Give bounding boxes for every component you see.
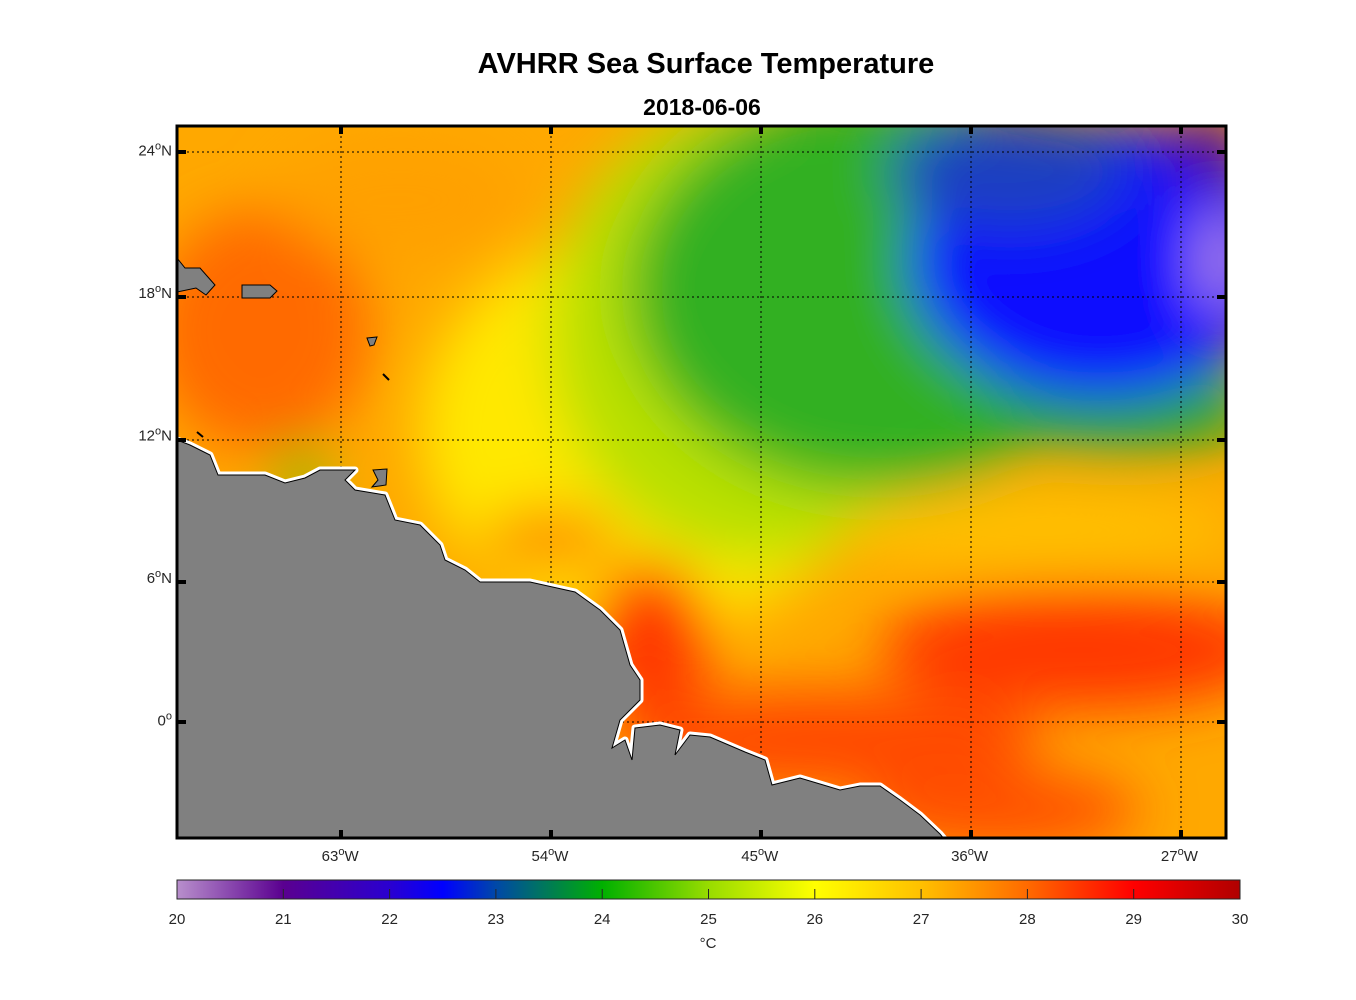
plot-frame bbox=[175, 124, 1228, 840]
chart-subtitle: 2018-06-06 bbox=[643, 94, 761, 120]
island-trinidad bbox=[370, 468, 388, 488]
chart-title: AVHRR Sea Surface Temperature bbox=[477, 48, 935, 80]
x-tick-label: 63oW bbox=[322, 846, 360, 865]
land bbox=[177, 257, 948, 838]
axis-ticks bbox=[177, 126, 1226, 838]
y-tick-labels: 24oN 18oN 12oN 6oN 0o bbox=[138, 141, 172, 730]
x-tick-label: 45oW bbox=[741, 846, 779, 865]
colorbar-tick-label: 30 bbox=[1232, 911, 1249, 928]
colorbar-tick-label: 24 bbox=[594, 911, 611, 928]
y-tick-label: 0o bbox=[158, 710, 172, 729]
y-tick-label: 24oN bbox=[138, 141, 172, 160]
colorbar-tick-label: 20 bbox=[169, 911, 186, 928]
colorbar-tick-label: 22 bbox=[381, 911, 398, 928]
x-tick-label: 27oW bbox=[1161, 846, 1199, 865]
colorbar-tick-label: 25 bbox=[700, 911, 717, 928]
island-puerto-rico bbox=[241, 284, 278, 299]
sst-field bbox=[177, 126, 1226, 838]
colorbar-tick-label: 28 bbox=[1019, 911, 1036, 928]
island-guadeloupe bbox=[366, 336, 378, 347]
x-tick-label: 54oW bbox=[531, 846, 569, 865]
island-hispaniola bbox=[177, 257, 216, 296]
colorbar-tick-label: 29 bbox=[1125, 911, 1142, 928]
y-tick-label: 12oN bbox=[138, 426, 172, 445]
colorbar-unit-label: °C bbox=[700, 935, 717, 952]
colorbar-tick-label: 21 bbox=[275, 911, 292, 928]
y-tick-label: 18oN bbox=[138, 283, 172, 302]
x-tick-labels: 63oW 54oW 45oW 36oW 27oW bbox=[322, 846, 1199, 865]
y-tick-label: 6oN bbox=[147, 568, 172, 587]
colorbar-ticks: 20 21 22 23 24 25 26 27 28 29 30 bbox=[169, 889, 1249, 928]
colorbar-tick-label: 27 bbox=[913, 911, 930, 928]
x-tick-label: 36oW bbox=[951, 846, 989, 865]
colorbar-tick-label: 23 bbox=[488, 911, 505, 928]
colorbar-tick-label: 26 bbox=[806, 911, 823, 928]
